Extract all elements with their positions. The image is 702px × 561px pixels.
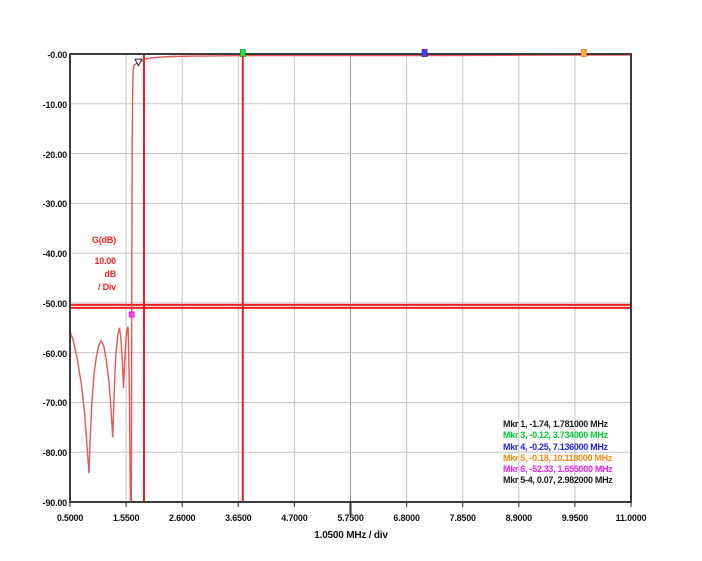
x-tick-label: 11.0000 [615,513,647,523]
y-tick-label: -10.00 [42,99,68,110]
y-tick-label: -40.00 [42,249,68,260]
y-tick-label: -80.00 [42,448,68,459]
y-tick-label: -90.00 [42,498,68,508]
x-tick-label: 9.9500 [561,513,589,523]
y-tick-label: -0.00 [47,50,67,60]
marker-legend-item: Mkr 3, -0.12, 3.734000 MHz [503,430,608,441]
x-tick-label: 3.6500 [225,513,252,523]
marker-legend-item: Mkr 5, -0.18, 10.118000 MHz [503,452,612,463]
y-tick-label: -20.00 [42,149,68,160]
marker-legend-item: Mkr 6, -52.33, 1.655000 MHz [503,464,613,475]
x-axis-title: 1.0500 MHz / div [314,530,388,541]
x-tick-label: 6.8000 [393,513,420,523]
marker-legend-item: Mkr 5-4, 0.07, 2.982000 MHz [503,475,613,486]
y-tick-label: -50.00 [42,298,68,309]
x-tick-label: 4.7000 [281,513,308,523]
x-tick-label: 2.6000 [169,513,196,523]
scale-per-div-label: / Div [97,282,116,292]
x-tick-label: 7.8500 [449,513,477,523]
y-tick-label: -30.00 [42,199,68,210]
trace-name-label: G(dB) [92,235,116,245]
marker-legend: Mkr 1, -1.74, 1.781000 MHz Mkr 3, -0.12, … [503,419,613,487]
y-tick-label: -60.00 [42,348,68,359]
marker-legend-item: Mkr 4, -0.25, 7.136000 MHz [503,441,608,452]
scale-unit-label: dB [104,269,116,279]
marker-legend-item: Mkr 1, -1.74, 1.781000 MHz [503,419,608,429]
x-tick-label: 1.5500 [112,513,140,523]
y-tick-label: -70.00 [42,398,68,409]
x-tick-label: 0.5000 [56,513,84,523]
x-tick-label: 5.7500 [337,513,364,523]
x-tick-label: 8.9000 [505,513,533,523]
scale-value-label: 10.00 [94,256,116,266]
